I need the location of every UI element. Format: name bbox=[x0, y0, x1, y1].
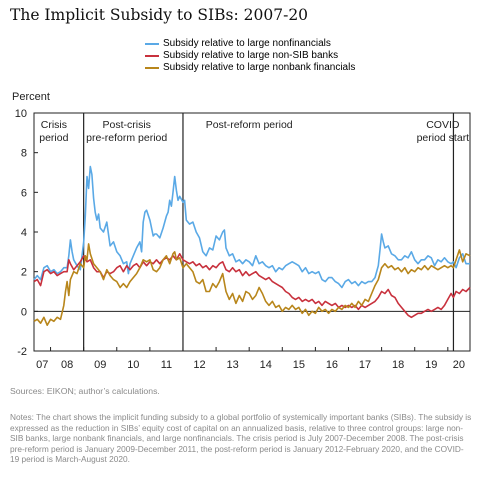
x-tick-label: 12 bbox=[193, 359, 205, 371]
x-tick-label: 19 bbox=[425, 359, 437, 371]
period-label: period bbox=[39, 132, 68, 144]
period-label: Post-crisis bbox=[102, 119, 150, 131]
series-line-nonfinancials bbox=[33, 165, 470, 289]
x-tick-label: 20 bbox=[453, 359, 465, 371]
x-tick-label: 07 bbox=[36, 359, 48, 371]
y-tick-label: 8 bbox=[21, 148, 27, 160]
y-axis-unit-label: Percent bbox=[12, 91, 50, 103]
x-tick-label: 08 bbox=[61, 359, 73, 371]
chart-title: The Implicit Subsidy to SIBs: 2007-20 bbox=[10, 6, 309, 24]
x-tick-label: 16 bbox=[326, 359, 338, 371]
x-tick-label: 14 bbox=[260, 359, 272, 371]
y-tick-label: 4 bbox=[21, 227, 27, 239]
legend-label-nonbank-financials: Subsidy relative to large nonbank financ… bbox=[163, 62, 356, 73]
legend-item-nonfinancials: Subsidy relative to large nonfinancials bbox=[145, 38, 355, 50]
period-label: Crisis bbox=[41, 119, 67, 131]
series-line-non-sib-banks bbox=[33, 253, 471, 319]
period-label: period start bbox=[417, 132, 470, 144]
period-label: pre-reform period bbox=[86, 132, 167, 144]
x-tick-label: 09 bbox=[94, 359, 106, 371]
legend-swatch-nonbank-financials bbox=[145, 67, 159, 69]
legend-swatch-non-sib-banks bbox=[145, 55, 159, 57]
legend-label-nonfinancials: Subsidy relative to large nonfinancials bbox=[163, 38, 331, 49]
chart-legend: Subsidy relative to large nonfinancials … bbox=[145, 38, 355, 74]
y-tick-label: 6 bbox=[21, 187, 27, 199]
line-chart: -2 0 2 4 6 8 10 07 08 09 10 11 12 13 14 15 16 17 18 19 20 Cri… bbox=[15, 108, 471, 371]
legend-item-nonbank-financials: Subsidy relative to large nonbank financ… bbox=[145, 62, 355, 74]
y-tick-label: -2 bbox=[17, 346, 27, 358]
x-tick-label: 11 bbox=[161, 359, 172, 371]
legend-label-non-sib-banks: Subsidy relative to large non-SIB banks bbox=[163, 50, 339, 61]
x-tick-label: 15 bbox=[293, 359, 305, 371]
x-tick-label: 13 bbox=[227, 359, 239, 371]
chart-notes: Notes: The chart shows the implicit fund… bbox=[10, 412, 472, 465]
period-label: Post-reform period bbox=[206, 119, 293, 131]
x-tick-label: 17 bbox=[359, 359, 371, 371]
sources-note: Sources: EIKON; author’s calculations. bbox=[10, 386, 160, 396]
legend-swatch-nonfinancials bbox=[145, 43, 159, 45]
x-tick-label: 10 bbox=[127, 359, 139, 371]
y-tick-label: 10 bbox=[15, 108, 27, 120]
series-line-nonbank-financials bbox=[33, 243, 471, 326]
y-tick-label: 0 bbox=[21, 306, 27, 318]
plot-frame bbox=[33, 112, 471, 352]
period-label: COVID bbox=[426, 119, 460, 131]
legend-item-non-sib-banks: Subsidy relative to large non-SIB banks bbox=[145, 50, 355, 62]
y-tick-label: 2 bbox=[21, 267, 27, 279]
x-tick-label: 18 bbox=[392, 359, 404, 371]
